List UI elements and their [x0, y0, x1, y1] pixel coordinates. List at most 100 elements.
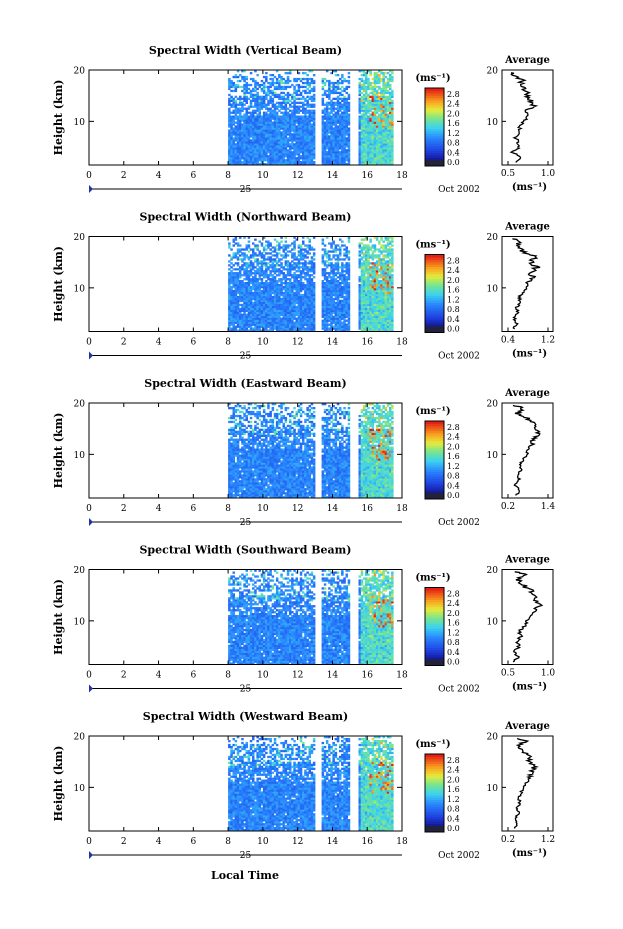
heatmap-cell — [347, 317, 351, 320]
heatmap-cell — [334, 301, 338, 305]
heatmap-cell — [265, 95, 268, 98]
heatmap-cell — [304, 117, 307, 120]
heatmap-cell — [330, 137, 333, 140]
heatmap-cell — [275, 293, 279, 297]
heatmap-cell — [325, 286, 329, 289]
heatmap-cell — [297, 163, 301, 166]
heatmap-cell — [369, 141, 372, 144]
heatmap-cell — [302, 155, 305, 158]
heatmap-cell — [302, 295, 305, 299]
heatmap-cell — [241, 75, 244, 79]
heatmap-cell — [382, 87, 385, 91]
heatmap-cell — [369, 83, 372, 87]
heatmap-cell — [232, 123, 235, 126]
heatmap-cell — [325, 291, 329, 295]
heatmap-cell — [306, 151, 309, 154]
heatmap-cell — [304, 135, 307, 138]
heatmap-cell — [328, 107, 331, 110]
heatmap-cell — [384, 101, 388, 104]
heatmap-cell — [258, 115, 261, 118]
heatmap-cell — [249, 268, 253, 271]
heatmap-cell — [310, 111, 314, 114]
heatmap-cell — [323, 276, 327, 279]
heatmap-cell — [241, 151, 244, 154]
heatmap-cell — [256, 282, 259, 285]
heatmap-cell — [291, 305, 294, 309]
heatmap-cell — [273, 131, 277, 134]
heatmap-cell — [271, 111, 275, 114]
heatmap-cell — [304, 99, 307, 102]
heatmap-cell — [369, 139, 372, 142]
heatmap-cell — [241, 97, 244, 100]
heatmap-cell — [282, 248, 285, 251]
heatmap-cell — [256, 321, 259, 324]
heatmap-cell — [260, 95, 264, 98]
heatmap-cell — [336, 157, 340, 160]
heatmap-cell — [330, 284, 333, 287]
heatmap-cell — [375, 75, 379, 79]
heatmap-cell — [310, 305, 314, 309]
heatmap-cell — [365, 250, 368, 253]
heatmap-cell — [362, 72, 366, 75]
heatmap-cell — [271, 264, 275, 267]
heatmap-cell — [262, 319, 266, 322]
heatmap-cell — [247, 141, 251, 144]
heatmap-cell — [386, 143, 390, 146]
heatmap-cell — [265, 147, 268, 150]
heatmap-cell — [239, 293, 242, 297]
heatmap-cell — [256, 97, 259, 100]
heatmap-cell — [339, 103, 342, 106]
heatmap-cell — [369, 72, 372, 75]
heatmap-cell — [258, 329, 261, 332]
heatmap-cell — [375, 85, 379, 89]
heatmap-cell — [269, 315, 272, 318]
heatmap-cell — [297, 149, 301, 152]
heatmap-cell — [367, 81, 370, 85]
heatmap-cell — [297, 329, 301, 332]
heatmap-cell — [249, 91, 253, 95]
heatmap-cell — [278, 137, 281, 140]
heatmap-cell — [286, 113, 290, 116]
heatmap-cell — [382, 129, 385, 132]
heatmap-cell — [256, 264, 259, 267]
colorbar-segment — [425, 160, 444, 166]
heatmap-cell — [375, 105, 379, 108]
heatmap-cell — [228, 119, 231, 122]
heatmap-cell — [341, 89, 344, 93]
heatmap-cell — [380, 72, 383, 75]
heatmap-cell — [382, 143, 385, 146]
heatmap-cell — [312, 74, 316, 77]
heatmap-cell — [289, 272, 292, 275]
heatmap-cell — [302, 163, 305, 166]
heatmap-cell — [269, 272, 272, 275]
heatmap-cell — [271, 291, 275, 295]
x-tick-label: 10 — [257, 171, 269, 181]
heatmap-cell — [271, 284, 275, 287]
heatmap-cell — [365, 272, 368, 275]
heatmap-cell — [278, 123, 281, 126]
heatmap-cell — [308, 135, 311, 138]
heatmap-cell — [256, 93, 259, 97]
heatmap-cell — [332, 254, 335, 257]
heatmap-cell — [245, 270, 248, 273]
heatmap-cell — [249, 248, 253, 251]
heatmap-cell — [249, 115, 253, 118]
heatmap-cell — [269, 242, 272, 245]
heatmap-cell — [389, 153, 392, 156]
heatmap-cell — [367, 159, 370, 162]
heatmap-cell — [365, 268, 368, 271]
heatmap-cell — [334, 315, 338, 318]
heatmap-cell — [312, 295, 316, 299]
heatmap-cell — [341, 293, 344, 297]
heatmap-cell — [325, 109, 329, 112]
heatmap-cell — [330, 103, 333, 106]
heatmap-cell — [312, 103, 316, 106]
heatmap-cell — [289, 135, 292, 138]
heatmap-cell — [236, 256, 240, 259]
heatmap-cell — [273, 321, 277, 324]
heatmap-cell — [278, 274, 281, 277]
heatmap-cell — [267, 149, 270, 152]
heatmap-cell — [284, 319, 288, 322]
heatmap-cell — [321, 157, 325, 160]
heatmap-cell — [365, 107, 368, 110]
